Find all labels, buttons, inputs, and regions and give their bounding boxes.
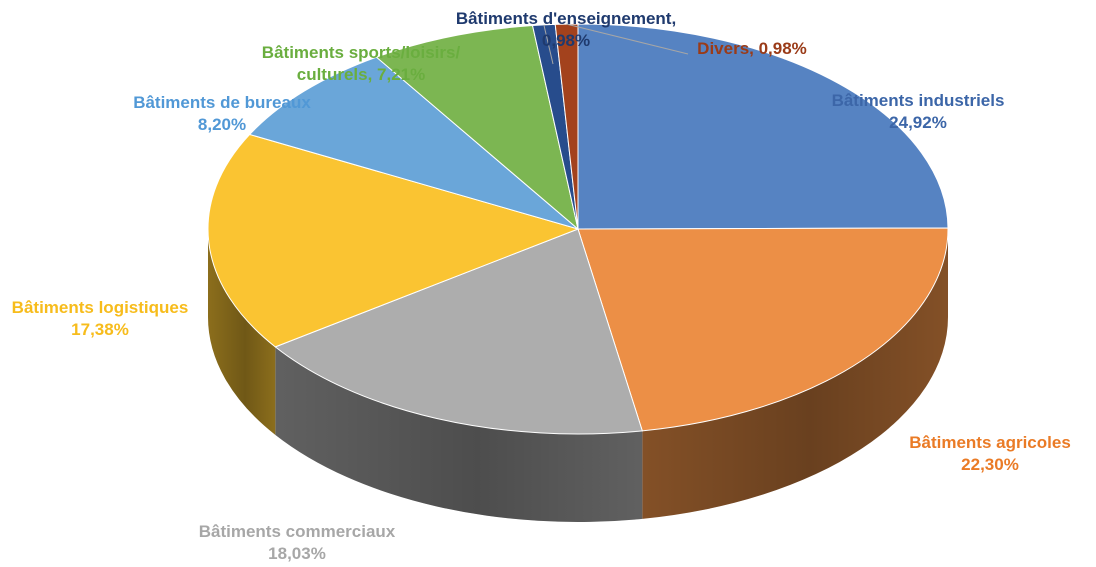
data-label-batiments-d-enseignement: Bâtiments d'enseignement, 0,98% <box>456 9 676 50</box>
data-label-name: Bâtiments agricoles <box>909 433 1071 452</box>
slice-batiments-de-bureaux <box>248 56 579 230</box>
slice-batiments-logistiques <box>207 133 580 348</box>
slice-batiments-industriels <box>577 23 949 230</box>
data-label-name: Bâtiments commerciaux <box>199 522 396 541</box>
slice-side-shade <box>208 229 276 435</box>
data-label-value: 24,92% <box>889 113 947 132</box>
data-label-name: Bâtiments de bureaux <box>133 93 311 112</box>
data-label-batiments-industriels: Bâtiments industriels 24,92% <box>832 91 1005 132</box>
data-label-batiments-commerciaux: Bâtiments commerciaux 18,03% <box>199 522 396 563</box>
data-label-name: Divers, 0,98% <box>697 39 807 58</box>
data-label-value: 0,98% <box>542 31 590 50</box>
data-label-batiments-de-bureaux: Bâtiments de bureaux 8,20% <box>133 93 311 134</box>
leader-line-batiments-d-enseignement <box>543 24 554 65</box>
data-label-divers-0-98: Divers, 0,98% <box>697 39 807 58</box>
data-label-value: 22,30% <box>961 455 1019 474</box>
data-label-name: Bâtiments industriels <box>832 91 1005 110</box>
slice-side-shade <box>642 229 948 519</box>
data-label-value: 17,38% <box>71 320 129 339</box>
leader-line-divers-0-98 <box>566 23 689 55</box>
slice-batiments-commerciaux <box>274 228 643 435</box>
data-label-batiments-logistiques: Bâtiments logistiques 17,38% <box>12 298 189 339</box>
data-label-name: Bâtiments d'enseignement, <box>456 9 676 28</box>
data-label-batiments-sports-loisirs: Bâtiments sports/loisirs/culturels, 7,21… <box>262 43 461 84</box>
slice-side-shade <box>275 346 643 523</box>
slice-batiments-agricoles <box>577 227 949 432</box>
data-label-value: culturels, 7,21% <box>297 65 426 84</box>
data-label-name: Bâtiments logistiques <box>12 298 189 317</box>
data-label-name: Bâtiments sports/loisirs/ <box>262 43 461 62</box>
data-label-value: 8,20% <box>198 115 246 134</box>
data-label-batiments-agricoles: Bâtiments agricoles 22,30% <box>909 433 1071 474</box>
slice-batiments-sports-loisirs <box>375 25 579 231</box>
data-label-value: 18,03% <box>268 544 326 563</box>
